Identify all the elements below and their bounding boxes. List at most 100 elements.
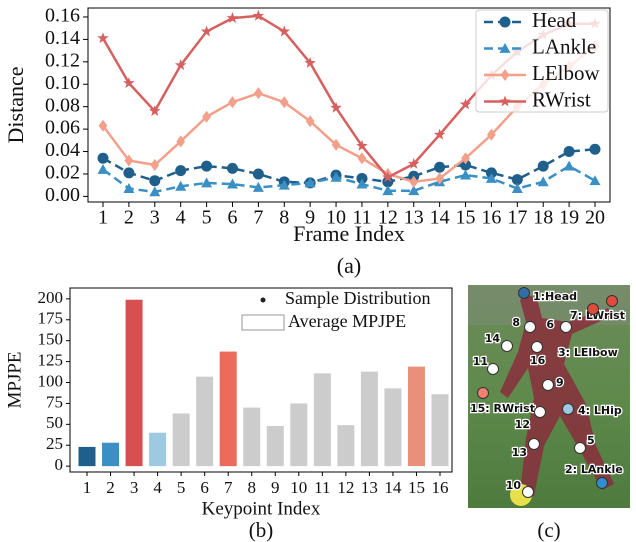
bar: [384, 388, 402, 467]
point: [279, 96, 289, 109]
bar: [337, 425, 355, 467]
y-tick-label: 100: [38, 371, 64, 390]
keypoint-label: 6: [546, 318, 554, 331]
keypoint: [501, 340, 513, 352]
x-tick-label: 10: [326, 207, 346, 229]
point: [382, 176, 394, 188]
x-tick-label: 14: [430, 207, 450, 229]
keypoint: [574, 442, 586, 454]
point: [252, 168, 264, 180]
keypoint: [542, 379, 554, 391]
bar: [78, 446, 96, 467]
x-tick-label: 20: [585, 207, 605, 229]
y-tick-label: 175: [38, 309, 64, 328]
bar: [102, 442, 120, 467]
x-tick-label: 7: [224, 478, 233, 497]
point: [408, 185, 420, 196]
x-tick-label: 8: [279, 207, 289, 229]
keypoint: [587, 303, 599, 315]
x-tick-label: 5: [177, 478, 186, 497]
keypoint-label: 2: LAnkle: [565, 463, 623, 476]
keypoint-label: 12: [515, 418, 530, 431]
y-axis-label: MPJPE: [4, 351, 25, 408]
y-tick-label: 150: [38, 330, 64, 349]
caption: (b): [249, 518, 274, 542]
x-tick-label: 7: [253, 207, 263, 229]
y-tick-label: 0.16: [45, 5, 80, 27]
point: [278, 179, 290, 190]
x-tick-label: 3: [130, 478, 139, 497]
legend-marker: [499, 16, 511, 28]
keypoint-label: 11: [473, 355, 488, 368]
point: [150, 158, 160, 172]
point: [330, 101, 342, 113]
point: [487, 128, 496, 141]
keypoint-label: 10: [506, 479, 522, 492]
point: [511, 183, 523, 193]
bar: [407, 366, 425, 467]
point: [149, 175, 161, 187]
y-tick-label: 200: [38, 288, 64, 307]
point: [356, 178, 368, 189]
x-tick-label: 1: [98, 207, 108, 229]
point: [589, 143, 601, 155]
series-line: [102, 164, 596, 194]
bar: [219, 351, 237, 467]
x-tick-label: 8: [247, 478, 256, 497]
x-tick-label: 17: [507, 207, 527, 229]
keypoint-label: 5: [587, 434, 595, 447]
point: [382, 185, 394, 196]
x-tick-label: 16: [432, 478, 449, 497]
keypoint: [522, 486, 534, 498]
point: [97, 163, 109, 174]
point: [563, 146, 575, 158]
keypoint: [528, 438, 540, 450]
x-tick-label: 13: [404, 207, 424, 229]
caption: (a): [337, 253, 361, 278]
point: [460, 159, 472, 171]
legend-label: Sample Distribution: [285, 288, 431, 308]
point: [409, 175, 419, 188]
x-tick-label: 3: [150, 207, 160, 229]
point: [563, 160, 575, 171]
keypoint-label: 7: LWrist: [570, 309, 625, 322]
keypoint-label: 3: LElbow: [558, 346, 618, 359]
point: [123, 167, 135, 179]
keypoint: [534, 406, 546, 418]
keypoint-label: 16: [530, 354, 546, 367]
keypoint: [560, 321, 572, 333]
keypoint: [606, 295, 618, 307]
point: [304, 56, 316, 68]
bar: [431, 394, 449, 467]
point: [253, 87, 263, 100]
y-tick-label: 0.14: [45, 27, 80, 49]
keypoint: [531, 341, 543, 353]
y-tick-label: 0.10: [45, 72, 80, 94]
y-tick-label: 75: [46, 392, 63, 411]
point: [228, 96, 237, 109]
point: [356, 139, 368, 151]
legend-marker: [500, 68, 510, 82]
point: [589, 175, 601, 186]
x-tick-label: 4: [176, 207, 186, 229]
keypoint-label: 4: LHip: [578, 404, 622, 417]
x-tick-label: 12: [378, 207, 398, 229]
bar: [149, 432, 167, 467]
bar: [290, 403, 308, 467]
point: [124, 154, 134, 167]
photo: [468, 285, 630, 508]
y-tick-label: 25: [46, 434, 63, 453]
keypoint: [518, 287, 530, 299]
point: [252, 181, 264, 192]
point: [200, 25, 213, 37]
bar: [360, 371, 378, 467]
point: [176, 135, 186, 148]
point: [97, 152, 109, 164]
point: [433, 128, 446, 140]
point: [201, 160, 213, 172]
bar: [313, 373, 331, 467]
keypoint-label: 15: RWrist: [470, 402, 535, 415]
point: [435, 172, 445, 185]
legend-label: Head: [532, 8, 577, 32]
y-tick-label: 0.02: [45, 162, 80, 184]
